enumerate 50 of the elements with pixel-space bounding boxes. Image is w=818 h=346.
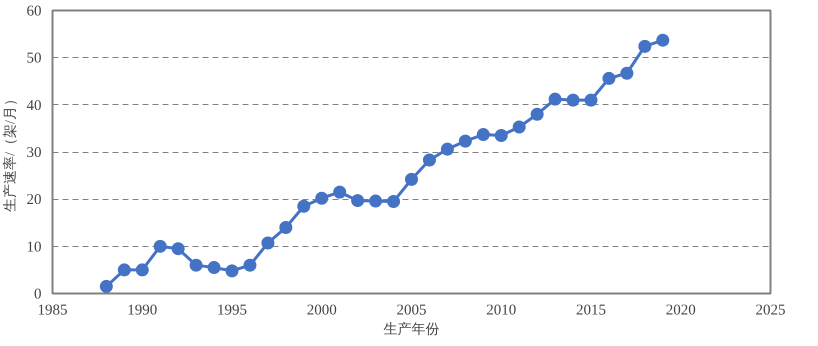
point: [387, 195, 400, 208]
point: [548, 92, 562, 106]
y-tick-label: 20: [26, 192, 42, 208]
y-tick-label: 40: [26, 98, 42, 114]
point: [297, 200, 310, 213]
point: [656, 34, 670, 47]
point: [369, 194, 382, 208]
point: [458, 134, 472, 148]
point: [476, 128, 490, 142]
point: [315, 192, 328, 205]
point: [530, 108, 544, 121]
point: [602, 72, 616, 85]
x-tick-label: 2010: [486, 302, 516, 318]
point: [422, 154, 436, 167]
x-tick-label: 2005: [396, 302, 426, 318]
x-tick-label: 1985: [38, 302, 68, 318]
x-tick-label: 2025: [756, 302, 786, 318]
point: [243, 258, 256, 272]
x-tick-label: 2000: [306, 302, 337, 318]
point: [405, 172, 418, 186]
point: [494, 129, 508, 142]
y-tick-label: 0: [34, 286, 42, 302]
x-tick-label: 1990: [127, 302, 158, 318]
point: [584, 94, 598, 107]
x-tick-label: 2015: [576, 302, 606, 318]
y-tick-label: 30: [26, 145, 42, 161]
point: [279, 220, 292, 234]
point: [172, 242, 185, 256]
point: [261, 236, 274, 250]
point: [208, 261, 221, 274]
point: [638, 40, 652, 53]
point: [620, 66, 634, 80]
point: [512, 120, 526, 134]
point: [136, 263, 149, 276]
point: [566, 94, 580, 107]
x-tick-label: 2020: [666, 302, 696, 318]
point: [440, 142, 454, 156]
x-axis-title: 生产年份: [384, 322, 440, 338]
x-tick-label: 1995: [217, 302, 247, 318]
point: [226, 264, 238, 278]
point: [351, 194, 364, 208]
point: [154, 240, 167, 253]
point: [100, 280, 113, 293]
y-tick-label: 10: [26, 239, 42, 256]
y-tick-label: 60: [26, 4, 42, 20]
y-axis-title: 生产速率/（架/月）: [2, 92, 18, 212]
point: [333, 186, 346, 199]
point: [190, 258, 203, 272]
y-tick-label: 50: [26, 50, 42, 67]
point: [118, 263, 131, 276]
